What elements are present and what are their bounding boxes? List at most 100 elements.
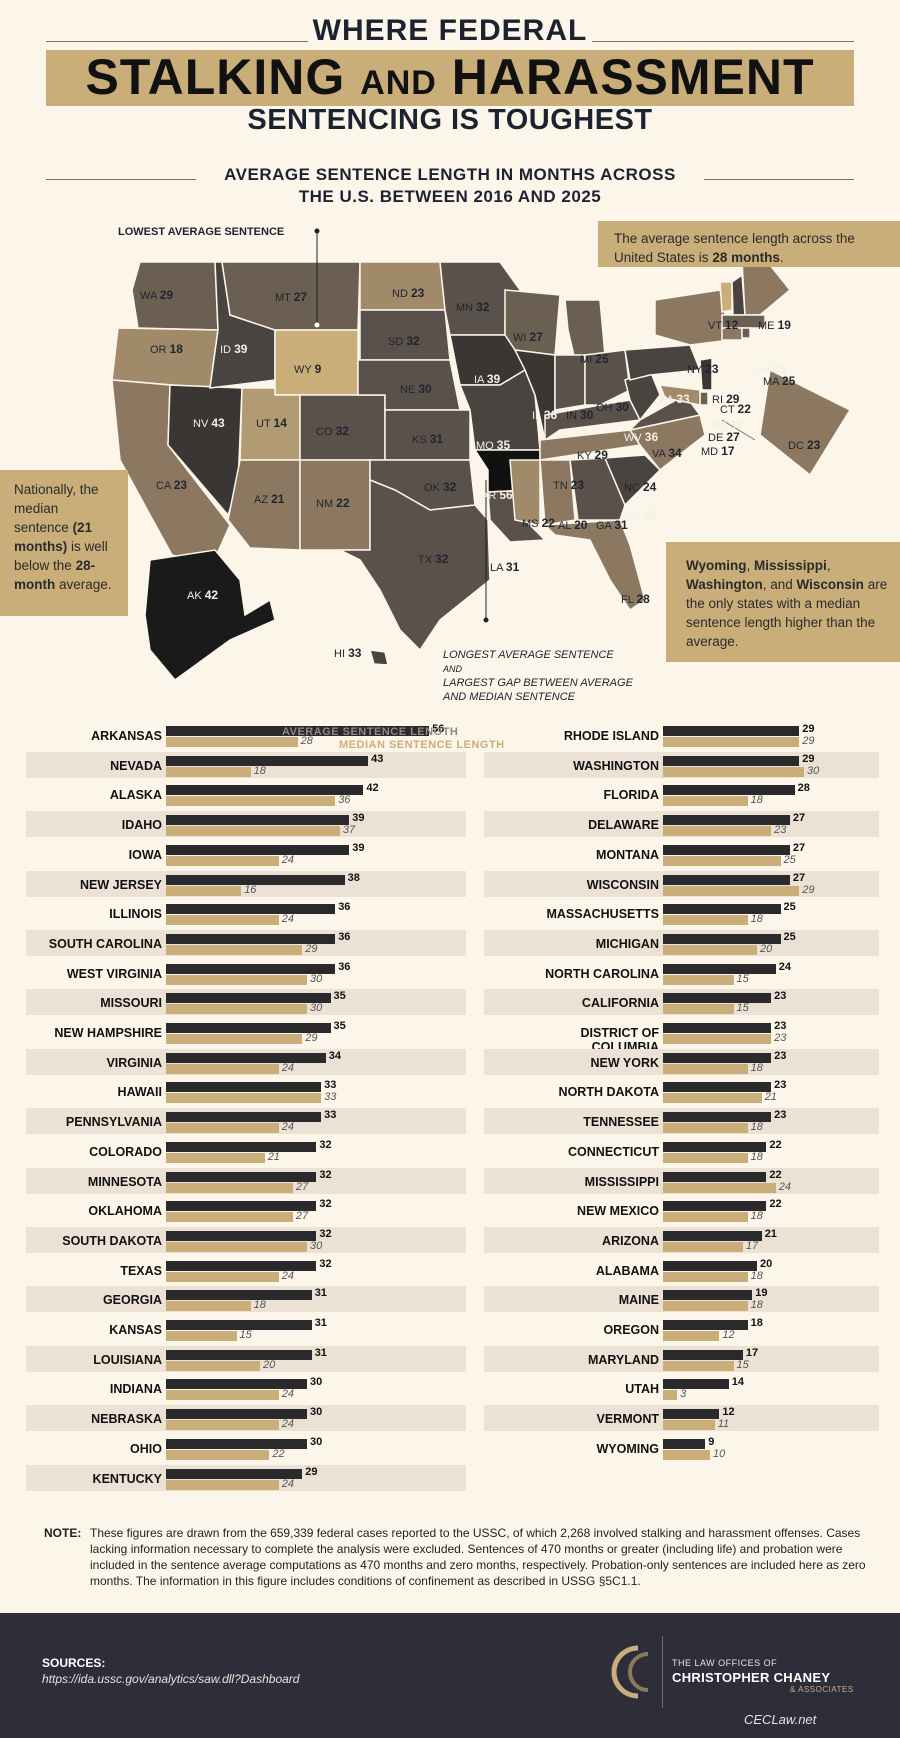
bar-label: OHIO: [130, 1441, 162, 1456]
map-label-abbr: AK: [187, 590, 202, 602]
footnote-text: These figures are drawn from the 659,339…: [90, 1526, 866, 1588]
map-label-value: 23: [570, 478, 585, 492]
bar-median: [166, 766, 251, 777]
value-average: 25: [783, 930, 796, 943]
bar-median: [663, 1123, 748, 1134]
bar-average: [166, 963, 336, 974]
map-label-abbr: AZ: [254, 494, 269, 506]
bar-average: [663, 1260, 757, 1271]
sources-link[interactable]: https://ida.ussc.gov/analytics/saw.dll?D…: [42, 1672, 300, 1686]
bar-average: [166, 844, 350, 855]
website-link[interactable]: CECLaw.net: [744, 1712, 817, 1727]
map-label-dc: DC 23: [788, 438, 820, 452]
map-label-wa: WA 29: [140, 288, 173, 302]
map-label-ar: AR 56: [481, 488, 513, 502]
bar-average: [166, 1052, 326, 1063]
bar-median: [663, 1093, 762, 1104]
bar-label: INDIANA: [109, 1382, 162, 1397]
map-label-value: 9: [314, 362, 322, 376]
bar-label: NEW MEXICO: [577, 1204, 659, 1219]
bar-median: [663, 1004, 734, 1015]
bar-median: [663, 826, 772, 837]
bar-label: TENNESSEE: [583, 1115, 659, 1130]
value-average: 39: [352, 841, 365, 854]
map-label-in: IN 30: [566, 408, 593, 422]
value-average: 30: [310, 1435, 323, 1448]
state-MO: [458, 368, 541, 451]
bar-average: [166, 815, 350, 826]
state-FL: [543, 519, 646, 612]
map-label-value: 34: [668, 446, 682, 460]
map-label-abbr: IN: [566, 410, 577, 422]
bar-median: [663, 1390, 678, 1401]
us-map: [111, 228, 852, 682]
value-average: 35: [333, 990, 346, 1003]
value-median: 36: [338, 794, 351, 807]
map-label-value: 31: [505, 560, 520, 574]
bar-median: [166, 1093, 322, 1104]
bar-median: [663, 1152, 748, 1163]
map-label-abbr: GA: [596, 520, 612, 532]
bar-median: [663, 737, 800, 747]
bar-median: [166, 1182, 293, 1193]
bar-average: [166, 874, 345, 885]
value-median: 16: [244, 883, 257, 896]
map-label-nm: NM 22: [316, 496, 350, 510]
map-label-abbr: OR: [150, 344, 167, 356]
bar-label: NEBRASKA: [91, 1412, 162, 1427]
value-average: 31: [314, 1287, 327, 1300]
bar-average: [663, 755, 800, 766]
map-label-abbr: NE: [400, 384, 416, 396]
map-label-ma: MA 25: [763, 374, 795, 388]
value-average: 39: [352, 812, 365, 825]
map-label-value: 30: [580, 408, 594, 422]
bar-average: [166, 1260, 317, 1271]
bar-median: [166, 826, 340, 837]
bar-average: [166, 1468, 303, 1479]
bar-average: [166, 993, 331, 1004]
map-label-value: 17: [721, 444, 735, 458]
value-average: 17: [745, 1346, 759, 1359]
title-line1: WHERE FEDERAL: [312, 14, 588, 47]
value-median: 18: [750, 794, 763, 807]
map-label-id: ID 39: [220, 342, 247, 356]
map-label-abbr: TN: [553, 480, 568, 492]
logo-divider: [662, 1636, 663, 1708]
bar-label: KANSAS: [109, 1323, 162, 1337]
map-label-nj: NJ 38: [713, 418, 743, 432]
map-label-value: 29: [159, 288, 174, 302]
bar-label: ALASKA: [109, 788, 162, 803]
bar-label: PENNSYLVANIA: [65, 1115, 162, 1130]
bar-label: KENTUCKY: [92, 1471, 162, 1486]
value-median: 30: [310, 1002, 323, 1015]
bar-median: [166, 855, 279, 866]
map-label-abbr: RI: [712, 394, 723, 406]
value-median: 24: [281, 1388, 295, 1401]
bar-median: [166, 1390, 279, 1401]
map-label-abbr: AR: [481, 490, 497, 502]
bar-label: GEORGIA: [102, 1293, 162, 1308]
map-label-abbr: DC: [788, 440, 804, 452]
bar-median: [663, 1271, 748, 1282]
value-average: 27: [792, 841, 806, 854]
map-label-value: 36: [543, 408, 558, 422]
bar-median: [663, 855, 781, 866]
bar-label: ILLINOIS: [109, 907, 162, 922]
map-label-abbr: IA: [474, 374, 484, 386]
value-median: 30: [310, 972, 323, 985]
subtitle-line2: THE U.S. BETWEEN 2016 AND 2025: [298, 187, 602, 206]
state-MI: [564, 299, 606, 361]
bar-average: [663, 993, 772, 1004]
map-label-ct: CT 22: [720, 402, 751, 416]
bar-label: MISSISSIPPI: [584, 1174, 659, 1189]
lowest-callout: LOWEST AVERAGE SENTENCE: [118, 226, 285, 238]
value-median: 24: [778, 1180, 792, 1193]
bar-average: [166, 785, 364, 796]
bar-label: SOUTH DAKOTA: [62, 1233, 162, 1248]
bar-average: [166, 1023, 331, 1033]
value-median: 29: [305, 942, 318, 955]
bar-label: VIRGINIA: [106, 1055, 162, 1070]
bar-average: [663, 1023, 772, 1033]
map-label-abbr: WI: [513, 332, 527, 344]
bar-median: [166, 1301, 251, 1312]
